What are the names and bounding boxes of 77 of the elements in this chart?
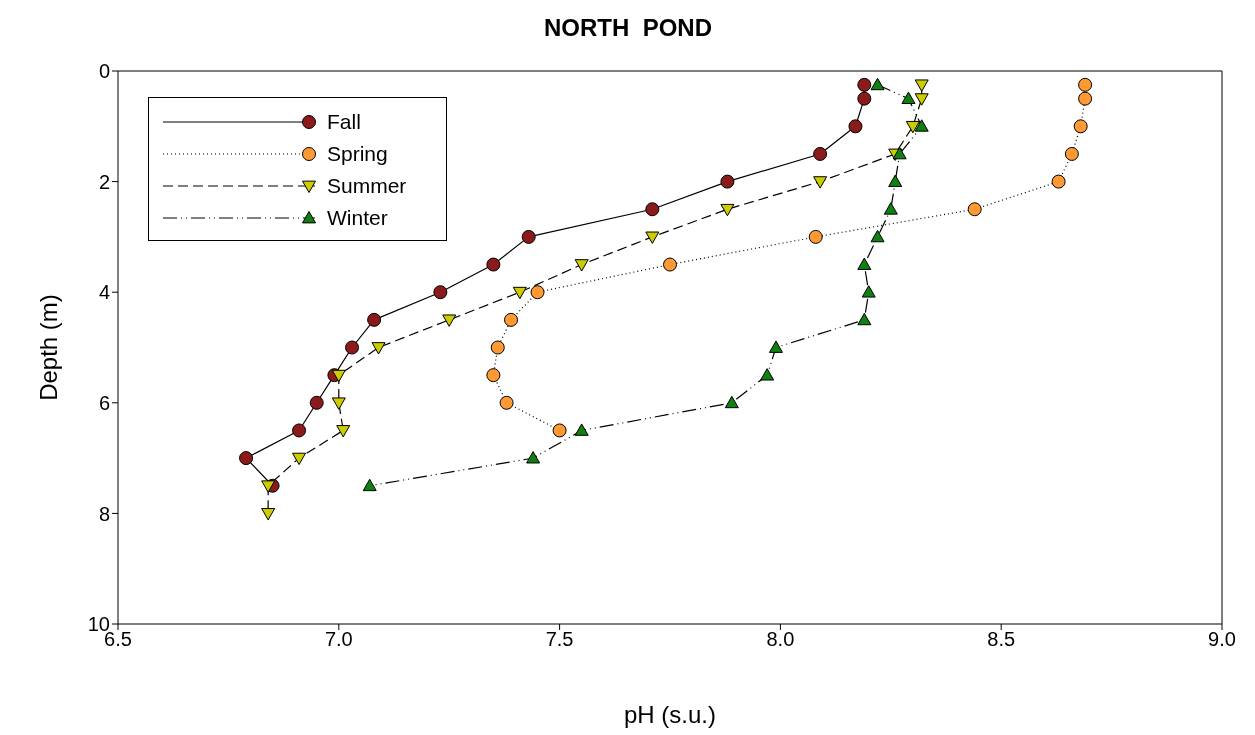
point bbox=[261, 508, 276, 521]
point bbox=[367, 312, 382, 327]
point bbox=[813, 146, 828, 161]
point bbox=[331, 397, 346, 410]
point bbox=[760, 368, 775, 381]
x-tick-label: 8.5 bbox=[987, 628, 1016, 651]
point bbox=[1073, 119, 1088, 134]
point bbox=[768, 340, 783, 353]
x-tick-label: 7.0 bbox=[324, 628, 353, 651]
point bbox=[857, 91, 872, 106]
point bbox=[901, 91, 916, 105]
point bbox=[1051, 174, 1066, 189]
point bbox=[848, 119, 863, 134]
point bbox=[336, 425, 351, 438]
point bbox=[914, 119, 929, 132]
point bbox=[1064, 146, 1079, 161]
x-axis-title: pH (s.u.) bbox=[623, 701, 717, 729]
y-tick-label: 8 bbox=[98, 502, 110, 525]
point bbox=[645, 202, 660, 217]
point bbox=[724, 395, 739, 409]
point bbox=[526, 451, 541, 464]
point bbox=[914, 93, 929, 106]
point bbox=[433, 285, 448, 300]
point bbox=[892, 146, 907, 160]
point bbox=[292, 423, 307, 438]
point bbox=[512, 286, 527, 300]
chart-title: NORTH POND bbox=[543, 13, 713, 43]
point bbox=[1078, 91, 1093, 106]
point bbox=[905, 120, 920, 134]
point bbox=[857, 77, 872, 92]
point bbox=[442, 314, 457, 327]
point bbox=[552, 423, 567, 438]
point bbox=[883, 202, 898, 215]
y-axis-title: Depth (m) bbox=[34, 294, 62, 401]
point bbox=[490, 340, 505, 355]
point bbox=[857, 257, 872, 270]
point bbox=[888, 174, 903, 187]
point bbox=[530, 285, 545, 300]
point bbox=[914, 79, 929, 92]
point bbox=[239, 451, 254, 466]
point bbox=[574, 423, 589, 436]
y-tick-label: 6 bbox=[98, 391, 110, 414]
point bbox=[371, 342, 386, 355]
point bbox=[857, 312, 872, 326]
y-tick-label: 2 bbox=[98, 170, 110, 193]
point bbox=[645, 231, 660, 244]
legend-label: Fall bbox=[327, 110, 361, 134]
legend-label: Summer bbox=[327, 174, 407, 198]
point bbox=[521, 229, 536, 244]
point bbox=[720, 174, 735, 189]
point bbox=[574, 259, 589, 272]
point bbox=[720, 203, 735, 217]
point bbox=[499, 395, 514, 410]
point bbox=[1078, 77, 1093, 92]
legend-label: Winter bbox=[327, 206, 388, 230]
point bbox=[292, 452, 307, 466]
point bbox=[870, 77, 885, 91]
x-tick-label: 8.0 bbox=[766, 628, 795, 651]
point bbox=[808, 229, 823, 244]
point bbox=[331, 369, 346, 383]
point bbox=[362, 478, 377, 492]
point bbox=[861, 285, 876, 298]
y-tick-label: 0 bbox=[98, 60, 110, 83]
point bbox=[870, 229, 885, 243]
point bbox=[309, 395, 324, 410]
y-tick-label: 4 bbox=[98, 281, 110, 304]
point bbox=[345, 340, 360, 355]
point bbox=[486, 257, 501, 272]
point bbox=[663, 257, 677, 272]
x-tick-label: 9.0 bbox=[1208, 628, 1236, 651]
point bbox=[813, 176, 828, 189]
point bbox=[486, 368, 501, 383]
legend-label: Spring bbox=[327, 142, 388, 166]
x-tick-label: 7.5 bbox=[545, 628, 574, 651]
point bbox=[261, 480, 276, 493]
point bbox=[967, 202, 982, 217]
point bbox=[504, 312, 519, 327]
